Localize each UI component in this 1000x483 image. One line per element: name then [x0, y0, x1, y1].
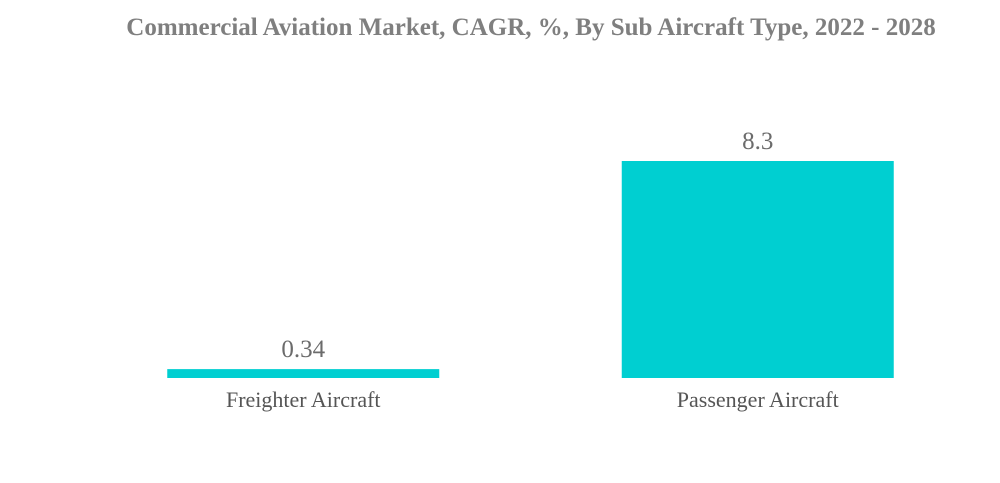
chart-title: Commercial Aviation Market, CAGR, %, By …	[126, 14, 936, 41]
category-label: Freighter Aircraft	[226, 387, 381, 412]
value-label: 8.3	[742, 128, 773, 155]
bar-passenger-aircraft	[621, 161, 894, 378]
category-label: Passenger Aircraft	[677, 387, 839, 412]
bar-freighter-aircraft	[167, 369, 440, 378]
value-label: 0.34	[281, 336, 325, 363]
